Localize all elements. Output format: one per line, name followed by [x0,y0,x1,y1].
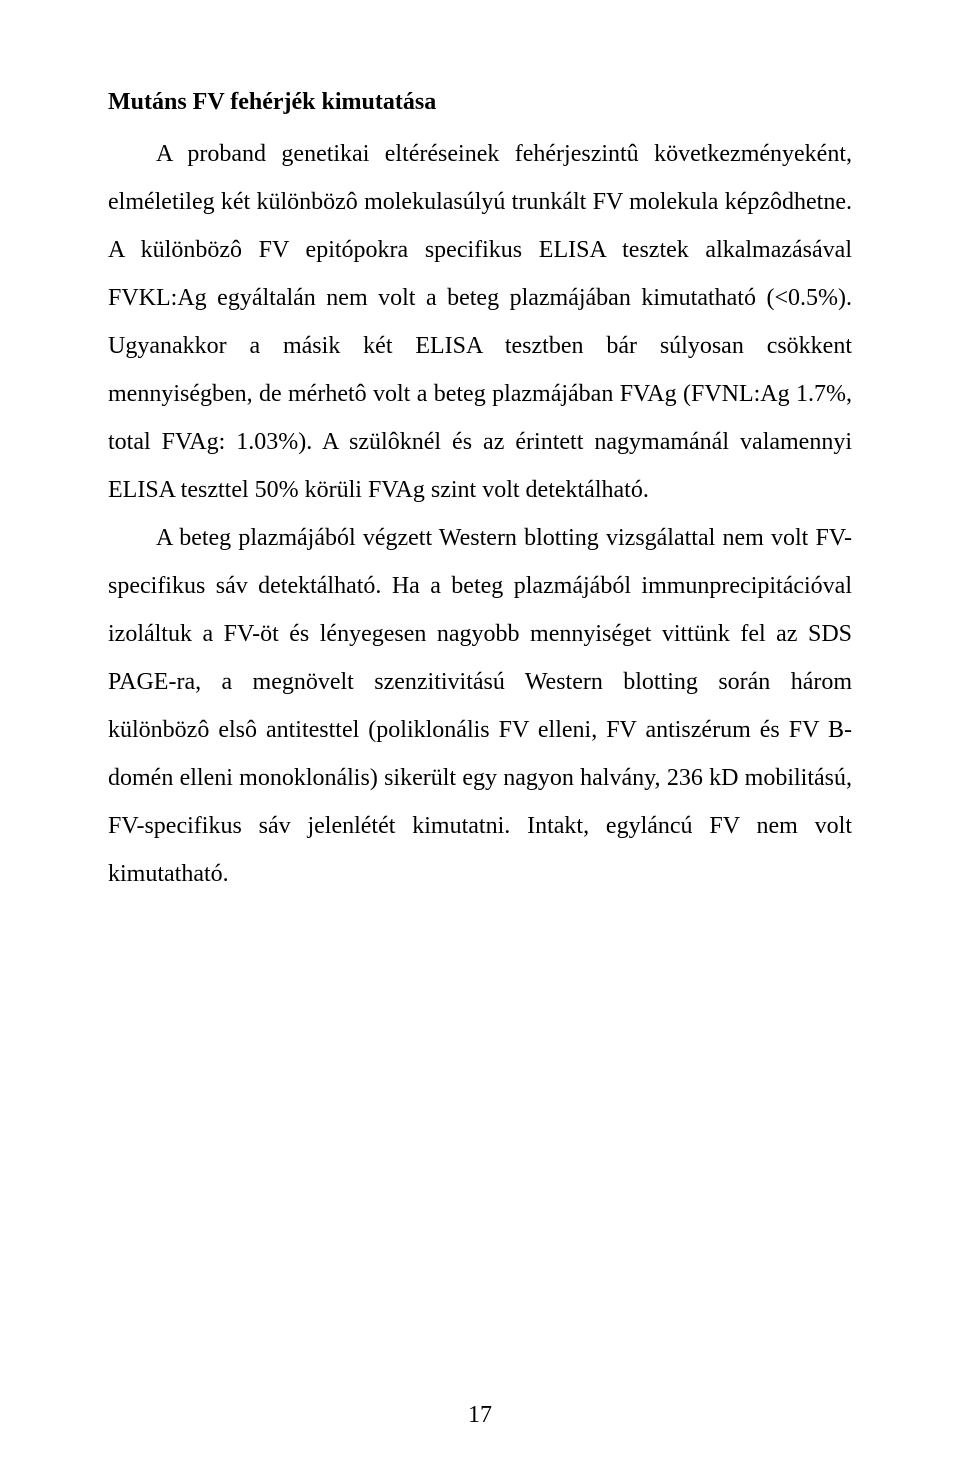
body-paragraph-1: A proband genetikai eltéréseinek fehérje… [108,130,852,514]
document-page: Mutáns FV fehérjék kimutatása A proband … [0,0,960,1467]
body-paragraph-2: A beteg plazmájából végzett Western blot… [108,514,852,898]
page-number: 17 [0,1402,960,1429]
section-heading: Mutáns FV fehérjék kimutatása [108,78,852,126]
